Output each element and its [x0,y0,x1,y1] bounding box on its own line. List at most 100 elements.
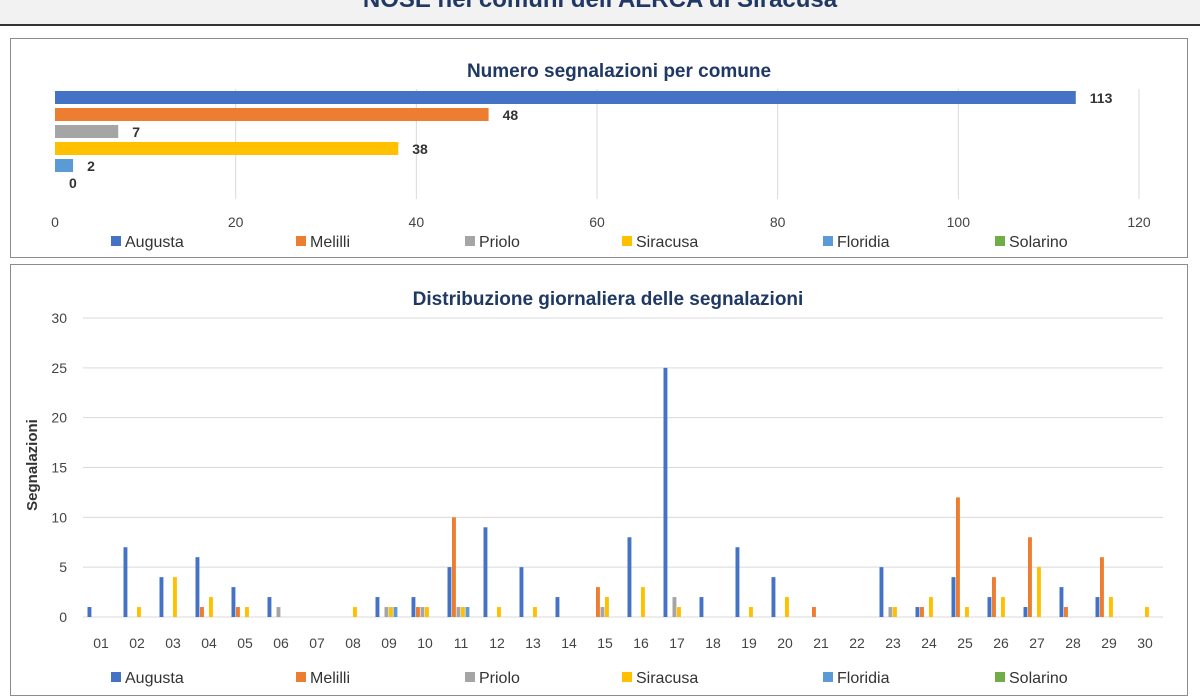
legend-swatch [296,236,306,246]
legend-entry: Melilli [310,670,350,687]
x-tick-label: 17 [669,635,685,651]
y-tick-label: 15 [51,460,67,476]
legend-swatch [823,236,833,246]
bar-augusta [447,567,452,617]
bar-siracusa [929,597,933,617]
x-tick-label: 24 [921,635,937,651]
bar-melilli [596,587,600,617]
x-tick-label: 100 [947,214,971,230]
chart-totals: Numero segnalazioni per comune 113 48 7 38 2… [51,61,1151,251]
bar-melilli [1100,557,1104,617]
bar-siracusa [1109,597,1113,617]
data-label: 0 [69,175,77,191]
bar-augusta [87,607,92,617]
x-tick-label: 21 [813,635,829,651]
bar-augusta [1023,607,1028,617]
bar-augusta [555,597,560,617]
bar-siracusa [1001,597,1005,617]
x-tick-label: 12 [489,635,505,651]
x-tick-label: 60 [589,214,605,230]
bar-siracusa [245,607,249,617]
bar-priolo [672,597,677,617]
x-tick-label: 27 [1029,635,1045,651]
bar-melilli [956,497,960,617]
x-tick-label: 23 [885,635,901,651]
y-tick-label: 5 [59,559,67,575]
data-label: 48 [503,107,519,123]
legend-swatch [296,672,306,682]
bar-siracusa [425,607,429,617]
x-tick-label: 22 [849,635,865,651]
bar-priolo [888,607,893,617]
bar-augusta [915,607,920,617]
bar-siracusa [353,607,357,617]
x-tick-label: 19 [741,635,757,651]
bar-melilli [55,108,489,121]
x-tick-label: 01 [93,635,109,651]
legend-swatch [111,236,121,246]
data-label: 113 [1090,90,1113,106]
bar-augusta [1059,587,1064,617]
legend-entry: Augusta [125,670,184,687]
legend-entry: Priolo [479,234,520,251]
bar-siracusa [173,577,177,617]
x-tick-label: 25 [957,635,973,651]
bar-melilli [812,607,816,617]
bar-augusta [951,577,956,617]
bar-priolo [420,607,425,617]
bar-melilli [416,607,420,617]
x-tick-label: 80 [770,214,786,230]
legend-swatch [823,672,833,682]
bar-augusta [195,557,200,617]
x-tick-label: 18 [705,635,721,651]
bar-melilli [1064,607,1068,617]
bar-augusta [663,367,668,617]
data-label: 38 [412,141,428,157]
y-tick-label: 10 [51,509,67,525]
bar-siracusa [1037,567,1041,617]
bar-siracusa [137,607,141,617]
bar-augusta [519,567,524,617]
y-tick-label: 20 [51,410,67,426]
bar-augusta [735,547,740,617]
bar-siracusa [533,607,537,617]
bar-augusta [123,547,128,617]
x-tick-label: 10 [417,635,433,651]
chart-daily: Distribuzione giornaliera delle segnalaz… [24,289,1163,687]
bar-siracusa [209,597,213,617]
legend-swatch [111,672,121,682]
bar-augusta [1095,597,1100,617]
x-tick-label: 09 [381,635,397,651]
legend-entry: Solarino [1009,234,1068,251]
x-tick-label: 20 [228,214,244,230]
x-tick-label: 04 [201,635,217,651]
x-tick-label: 02 [129,635,145,651]
bar-melilli [452,517,456,617]
legend-swatch [622,236,632,246]
bar-siracusa [677,607,681,617]
bar-priolo [600,607,605,617]
bar-augusta [627,537,632,617]
bar-siracusa [461,607,465,617]
x-tick-label: 120 [1127,214,1151,230]
x-tick-label: 08 [345,635,361,651]
bar-augusta [231,587,236,617]
x-tick-label: 20 [777,635,793,651]
bar-priolo [55,125,119,138]
bar-siracusa [605,597,609,617]
bar-siracusa [641,587,645,617]
chart-title: Numero segnalazioni per comune [467,61,771,82]
bar-siracusa [749,607,753,617]
bar-siracusa [1145,607,1149,617]
bar-siracusa [965,607,969,617]
y-axis-label: Segnalazioni [24,419,41,511]
bar-priolo [456,607,461,617]
x-tick-label: 26 [993,635,1009,651]
bar-melilli [236,607,240,617]
bar-augusta [411,597,416,617]
bar-melilli [920,607,924,617]
chart-panel-totals: Numero segnalazioni per comune 113 48 7 38 2… [10,38,1188,258]
x-tick-label: 13 [525,635,541,651]
legend-swatch [622,672,632,682]
bar-melilli [992,577,996,617]
